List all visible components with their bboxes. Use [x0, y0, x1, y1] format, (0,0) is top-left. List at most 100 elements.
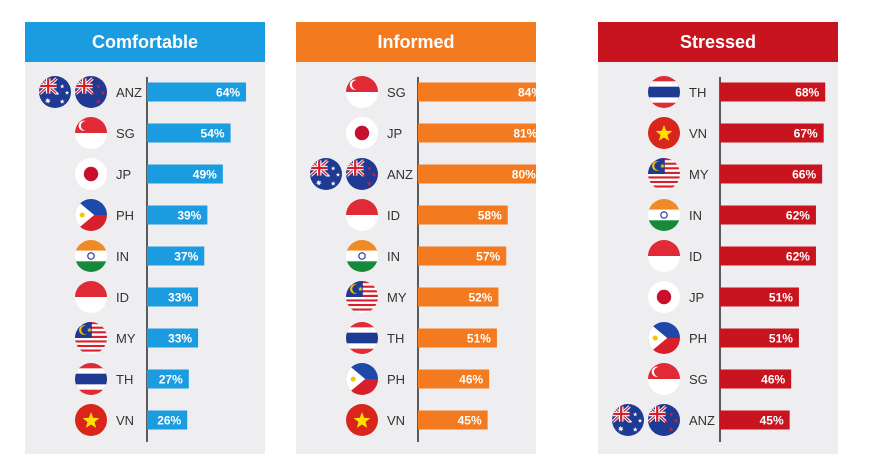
- bar: [147, 246, 205, 266]
- bar: [418, 82, 536, 102]
- comfortable-chart: ANZ 64% SG 54% JP 49% PH 39% IN 37% ID 33% MY 33% TH 27…: [39, 76, 247, 442]
- bar: [418, 123, 536, 143]
- value-label: 45%: [458, 414, 482, 428]
- singapore-flag-icon: [648, 363, 680, 395]
- category-label: ID: [689, 249, 702, 264]
- philippines-flag-icon: [75, 199, 107, 231]
- australia-flag-icon: [612, 404, 644, 436]
- value-label: 51%: [769, 291, 793, 305]
- bar: [720, 205, 816, 225]
- new-zealand-flag-icon: [75, 76, 107, 108]
- value-label: 33%: [168, 332, 192, 346]
- value-label: 80%: [512, 168, 536, 182]
- bar: [147, 369, 189, 389]
- value-label: 62%: [786, 250, 810, 264]
- value-label: 33%: [168, 291, 192, 305]
- value-label: 51%: [467, 332, 491, 346]
- category-label: MY: [116, 331, 136, 346]
- category-label: VN: [116, 413, 134, 428]
- japan-flag-icon: [75, 158, 107, 190]
- value-label: 39%: [177, 209, 201, 223]
- category-label: TH: [116, 372, 133, 387]
- panel-title: Stressed: [598, 22, 838, 62]
- category-label: ANZ: [689, 413, 715, 428]
- value-label: 26%: [157, 414, 181, 428]
- value-label: 37%: [174, 250, 198, 264]
- value-label: 62%: [786, 209, 810, 223]
- category-label: TH: [689, 85, 706, 100]
- bar: [147, 205, 208, 225]
- bar: [418, 205, 508, 225]
- category-label: ANZ: [387, 167, 413, 182]
- category-label: MY: [387, 290, 407, 305]
- bar: [720, 123, 824, 143]
- value-label: 54%: [201, 127, 225, 141]
- india-flag-icon: [648, 199, 680, 231]
- stressed-panel: Stressed TH 68% VN 67% MY 66% IN 62% ID 62% JP 51% P…: [598, 22, 838, 454]
- value-label: 84%: [518, 86, 536, 100]
- indonesia-flag-icon: [75, 281, 107, 313]
- category-label: IN: [387, 249, 400, 264]
- bar: [418, 328, 497, 348]
- australia-flag-icon: [310, 158, 342, 190]
- panel-title: Informed: [296, 22, 536, 62]
- comfortable-panel: Comfortable ANZ 64% SG 54% JP 49% PH 39% IN 37% ID…: [25, 22, 265, 454]
- malaysia-flag-icon: [648, 158, 680, 190]
- value-label: 81%: [513, 127, 536, 141]
- bar: [418, 246, 507, 266]
- category-label: VN: [387, 413, 405, 428]
- category-label: ID: [116, 290, 129, 305]
- value-label: 67%: [794, 127, 818, 141]
- value-label: 27%: [159, 373, 183, 387]
- category-label: JP: [689, 290, 704, 305]
- value-label: 57%: [476, 250, 500, 264]
- vietnam-flag-icon: [346, 404, 378, 436]
- category-label: JP: [116, 167, 131, 182]
- category-label: ANZ: [116, 85, 142, 100]
- category-label: TH: [387, 331, 404, 346]
- value-label: 51%: [769, 332, 793, 346]
- panel-title: Comfortable: [25, 22, 265, 62]
- value-label: 49%: [193, 168, 217, 182]
- bar: [418, 369, 490, 389]
- thailand-flag-icon: [346, 322, 378, 354]
- bar: [418, 164, 536, 184]
- category-label: JP: [387, 126, 402, 141]
- value-label: 68%: [795, 86, 819, 100]
- category-label: PH: [116, 208, 134, 223]
- value-label: 46%: [761, 373, 785, 387]
- bar: [720, 328, 799, 348]
- bar: [720, 410, 790, 430]
- philippines-flag-icon: [648, 322, 680, 354]
- bar: [147, 328, 199, 348]
- category-label: SG: [116, 126, 135, 141]
- indonesia-flag-icon: [346, 199, 378, 231]
- thailand-flag-icon: [75, 363, 107, 395]
- category-label: SG: [387, 85, 406, 100]
- bar: [720, 82, 826, 102]
- category-label: IN: [116, 249, 129, 264]
- category-label: MY: [689, 167, 709, 182]
- malaysia-flag-icon: [75, 322, 107, 354]
- bar: [147, 82, 247, 102]
- vietnam-flag-icon: [75, 404, 107, 436]
- bar: [418, 410, 488, 430]
- indonesia-flag-icon: [648, 240, 680, 272]
- category-label: PH: [387, 372, 405, 387]
- singapore-flag-icon: [346, 76, 378, 108]
- value-label: 58%: [478, 209, 502, 223]
- japan-flag-icon: [346, 117, 378, 149]
- category-label: VN: [689, 126, 707, 141]
- vietnam-flag-icon: [648, 117, 680, 149]
- value-label: 66%: [792, 168, 816, 182]
- value-label: 46%: [459, 373, 483, 387]
- bar: [720, 369, 792, 389]
- philippines-flag-icon: [346, 363, 378, 395]
- category-label: PH: [689, 331, 707, 346]
- value-label: 52%: [468, 291, 492, 305]
- japan-flag-icon: [648, 281, 680, 313]
- informed-panel: Informed SG 84% JP 81% ANZ 80% ID 58% IN 57% MY 52%…: [296, 22, 536, 454]
- malaysia-flag-icon: [346, 281, 378, 313]
- india-flag-icon: [75, 240, 107, 272]
- bar: [147, 410, 188, 430]
